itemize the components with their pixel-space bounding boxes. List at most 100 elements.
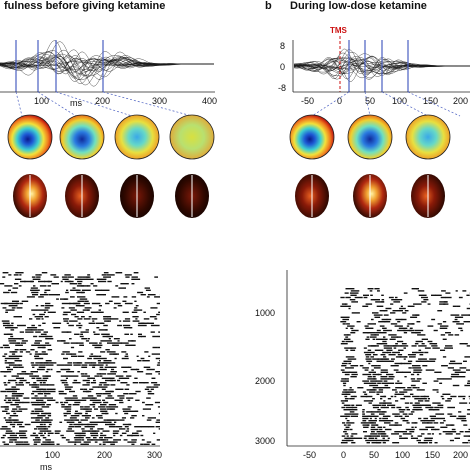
raster-mark xyxy=(121,377,130,379)
panel-b-xtick-50: 50 xyxy=(365,96,375,106)
raster-mark xyxy=(390,323,398,325)
raster-mark xyxy=(373,367,381,369)
raster-mark xyxy=(107,316,112,318)
raster-mark xyxy=(97,428,103,430)
raster-mark xyxy=(66,410,71,412)
panel-b-xtick-150: 150 xyxy=(423,96,438,106)
raster-mark xyxy=(65,377,68,379)
raster-mark xyxy=(23,441,29,443)
raster-mark xyxy=(19,379,27,382)
raster-mark xyxy=(10,335,14,338)
raster-mark xyxy=(450,376,458,378)
raster-mark xyxy=(380,395,386,398)
raster-mark xyxy=(81,364,88,366)
raster-mark xyxy=(25,351,31,353)
raster-mark xyxy=(343,384,346,387)
raster-mark xyxy=(145,373,153,375)
raster-mark xyxy=(10,327,17,329)
raster-mark xyxy=(434,406,440,409)
raster-mark xyxy=(134,410,139,412)
raster-mark xyxy=(9,423,16,426)
raster-mark xyxy=(409,327,413,329)
panel-b-raster: 1000 2000 3000 -50 0 50 100 150 200 xyxy=(255,270,470,460)
raster-mark xyxy=(440,426,448,428)
raster-mark xyxy=(447,398,452,400)
raster-mark xyxy=(9,439,16,441)
raster-mark xyxy=(130,333,133,335)
panel-a-raster-unit: ms xyxy=(40,462,52,472)
raster-mark xyxy=(105,349,110,351)
raster-mark xyxy=(119,428,126,430)
raster-mark xyxy=(96,327,100,329)
raster-mark xyxy=(60,280,63,283)
raster-mark xyxy=(130,417,135,419)
raster-mark xyxy=(12,408,18,410)
raster-mark xyxy=(412,351,417,354)
raster-mark xyxy=(47,384,55,386)
raster-mark xyxy=(345,336,349,338)
raster-mark xyxy=(30,280,34,283)
raster-mark xyxy=(34,353,42,355)
panel-a-xtick-400: 400 xyxy=(202,96,217,106)
raster-mark xyxy=(31,421,39,423)
raster-mark xyxy=(122,423,132,426)
panel-b-topomap-3 xyxy=(405,114,451,160)
raster-mark xyxy=(415,360,422,362)
raster-mark xyxy=(366,411,373,413)
raster-mark xyxy=(467,439,470,442)
raster-mark xyxy=(379,310,386,312)
raster-mark xyxy=(67,362,72,364)
raster-mark xyxy=(415,340,423,343)
raster-mark xyxy=(99,437,103,439)
raster-mark xyxy=(90,353,94,355)
raster-mark xyxy=(410,411,415,413)
raster-mark xyxy=(362,411,365,413)
raster-mark xyxy=(142,408,151,410)
raster-mark xyxy=(409,431,415,433)
raster-mark xyxy=(351,406,358,409)
raster-mark xyxy=(44,397,53,399)
raster-mark xyxy=(39,430,49,432)
raster-mark xyxy=(372,398,375,400)
panel-a-connector-2 xyxy=(37,91,77,117)
raster-mark xyxy=(5,311,8,313)
raster-mark xyxy=(342,323,346,325)
raster-mark xyxy=(431,318,436,321)
raster-mark xyxy=(380,376,388,378)
raster-mark xyxy=(69,375,79,377)
raster-mark xyxy=(410,384,416,387)
raster-mark xyxy=(372,404,382,406)
raster-mark xyxy=(96,278,102,280)
panel-b-topomap-1 xyxy=(289,114,335,160)
raster-mark xyxy=(383,329,392,332)
raster-mark xyxy=(39,390,47,393)
raster-mark xyxy=(419,360,428,362)
raster-mark xyxy=(47,434,50,437)
raster-mark xyxy=(468,314,470,316)
raster-mark xyxy=(344,373,350,376)
raster-mark xyxy=(432,402,441,404)
raster-mark xyxy=(421,296,428,299)
raster-mark xyxy=(363,400,373,402)
raster-mark xyxy=(56,294,60,296)
raster-mark xyxy=(3,399,7,401)
raster-mark xyxy=(366,336,370,338)
raster-mark xyxy=(442,431,451,433)
raster-mark xyxy=(11,432,15,434)
raster-mark xyxy=(427,325,434,327)
raster-mark xyxy=(60,375,66,377)
raster-mark xyxy=(90,311,99,313)
raster-mark xyxy=(344,433,349,435)
raster-mark xyxy=(383,380,388,382)
raster-mark xyxy=(64,408,72,410)
raster-mark xyxy=(47,415,52,417)
raster-mark xyxy=(105,390,114,393)
panel-b-ytick-neg8: -8 xyxy=(278,83,286,93)
raster-mark xyxy=(30,417,40,419)
raster-mark xyxy=(391,433,399,435)
raster-mark xyxy=(431,428,436,431)
raster-mark xyxy=(158,331,160,333)
raster-mark xyxy=(86,390,89,393)
raster-mark xyxy=(399,387,406,389)
raster-mark xyxy=(65,406,72,408)
